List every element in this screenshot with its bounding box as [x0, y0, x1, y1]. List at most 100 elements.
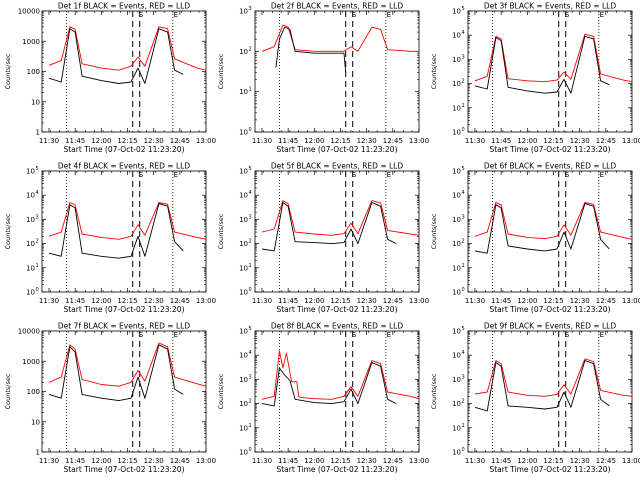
lld-series-line	[474, 358, 633, 397]
time-marker-label: E	[387, 171, 391, 179]
time-marker-label: S	[139, 11, 144, 19]
x-tick-label: 12:30	[144, 457, 164, 465]
y-tick-exponent: 5	[462, 166, 465, 172]
y-axis-label: Counts/sec	[430, 373, 438, 409]
lld-series-line	[48, 342, 207, 387]
x-tick-label: 12:15	[117, 457, 137, 465]
x-tick-label: 12:00	[517, 297, 537, 305]
y-tick-label: 10	[26, 168, 35, 176]
y-tick-label: 1000	[22, 38, 40, 46]
y-tick-exponent: 2	[36, 239, 39, 245]
y-tick-label: 10	[239, 88, 248, 96]
lld-series-line	[261, 350, 420, 400]
time-marker-label: S	[565, 11, 570, 19]
y-tick-label: 10	[452, 449, 461, 457]
x-tick-label: 12:30	[570, 297, 590, 305]
y-tick-label: 1	[36, 129, 40, 137]
y-tick-label: 10	[26, 240, 35, 248]
plot-frame	[41, 170, 207, 293]
y-tick-label: 10	[239, 328, 248, 336]
lld-series-line	[261, 200, 420, 236]
events-series-line	[48, 203, 184, 259]
x-tick-label: 13:00	[196, 457, 216, 465]
x-tick-label: 12:15	[543, 297, 563, 305]
time-marker-label: S	[352, 331, 357, 339]
x-axis-label: Start Time (07-Oct-02 11:23:20)	[276, 145, 397, 154]
y-tick-label: 10	[452, 168, 461, 176]
y-tick-exponent: 1	[249, 87, 252, 93]
x-axis-label: Start Time (07-Oct-02 11:23:20)	[276, 305, 397, 314]
x-tick-label: 12:45	[596, 457, 616, 465]
chart-panel: Det 2f BLACK = Events, RED = LLD 10 0 10 1 10…	[213, 0, 429, 160]
y-tick-exponent: 5	[249, 166, 252, 172]
x-tick-label: 11:45	[278, 457, 298, 465]
y-tick-exponent: 0	[462, 447, 465, 453]
chart-title: Det 9f BLACK = Events, RED = LLD	[484, 322, 617, 331]
x-tick-label: 12:00	[91, 457, 111, 465]
chart-panel: Det 1f BLACK = Events, RED = LLD 1 10 100 10…	[0, 0, 216, 160]
x-tick-label: 12:30	[144, 297, 164, 305]
y-tick-label: 10000	[18, 8, 40, 16]
plot-frame	[254, 330, 420, 453]
x-axis-label: Start Time (07-Oct-02 11:23:20)	[489, 465, 610, 474]
y-axis-label: Counts/sec	[217, 53, 225, 89]
x-tick-label: 12:15	[117, 137, 137, 145]
y-tick-exponent: 4	[462, 190, 465, 196]
y-tick-label: 10	[239, 264, 248, 272]
y-tick-label: 10000	[18, 328, 40, 336]
chart-title: Det 7f BLACK = Events, RED = LLD	[58, 322, 191, 331]
y-tick-label: 10	[452, 104, 461, 112]
time-marker-label: E	[387, 11, 391, 19]
y-tick-exponent: 1	[36, 263, 39, 269]
x-tick-label: 13:00	[622, 457, 640, 465]
y-tick-label: 10	[452, 376, 461, 384]
time-marker-label: E	[174, 331, 178, 339]
time-marker-label: E	[600, 11, 604, 19]
lld-series-line	[48, 202, 207, 240]
x-tick-label: 13:00	[409, 297, 429, 305]
y-tick-exponent: 1	[462, 423, 465, 429]
x-tick-label: 12:00	[304, 297, 324, 305]
y-tick-exponent: 1	[462, 263, 465, 269]
y-tick-label: 10	[239, 168, 248, 176]
y-tick-label: 10	[239, 8, 248, 16]
x-tick-label: 11:30	[252, 457, 272, 465]
x-tick-label: 13:00	[409, 137, 429, 145]
chart-title: Det 2f BLACK = Events, RED = LLD	[271, 2, 404, 11]
x-tick-label: 11:30	[39, 297, 59, 305]
x-tick-label: 12:00	[304, 457, 324, 465]
y-tick-exponent: 4	[462, 30, 465, 36]
y-tick-exponent: 4	[249, 350, 252, 356]
x-tick-label: 12:30	[357, 137, 377, 145]
y-tick-exponent: 4	[249, 190, 252, 196]
y-tick-exponent: 4	[462, 350, 465, 356]
x-tick-label: 11:45	[278, 297, 298, 305]
y-tick-label: 10	[239, 400, 248, 408]
chart-panel: Det 7f BLACK = Events, RED = LLD 1 10 100 10…	[0, 320, 216, 480]
y-tick-exponent: 3	[462, 214, 465, 220]
chart-panel: Det 8f BLACK = Events, RED = LLD 10 0 10 1 10…	[213, 320, 429, 480]
x-tick-label: 11:45	[65, 137, 85, 145]
x-tick-label: 13:00	[409, 457, 429, 465]
y-tick-exponent: 3	[462, 374, 465, 380]
x-tick-label: 11:30	[465, 297, 485, 305]
events-series-line	[48, 344, 184, 402]
y-tick-label: 100	[27, 388, 40, 396]
y-tick-exponent: 3	[462, 54, 465, 60]
y-tick-label: 10	[239, 192, 248, 200]
x-tick-label: 12:15	[330, 457, 350, 465]
y-tick-exponent: 5	[462, 6, 465, 12]
x-tick-label: 12:00	[91, 137, 111, 145]
y-tick-label: 10	[26, 264, 35, 272]
y-tick-label: 10	[239, 48, 248, 56]
y-tick-label: 10	[239, 289, 248, 297]
y-tick-exponent: 5	[462, 326, 465, 332]
y-tick-label: 10	[31, 418, 40, 426]
y-tick-label: 10	[452, 129, 461, 137]
y-axis-label: Counts/sec	[4, 213, 12, 249]
x-tick-label: 12:45	[383, 137, 403, 145]
y-tick-label: 10	[452, 352, 461, 360]
lld-series-line	[261, 24, 419, 52]
x-tick-label: 12:45	[383, 457, 403, 465]
